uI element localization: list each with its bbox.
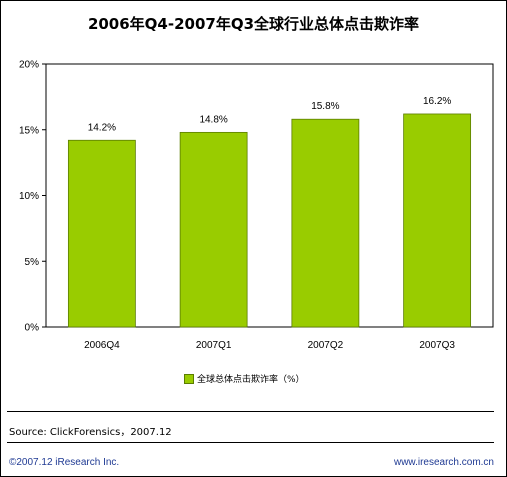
data-label-2007Q1: 14.8% xyxy=(199,114,227,125)
data-label-2006Q4: 14.2% xyxy=(88,122,116,133)
legend-swatch xyxy=(184,373,194,384)
y-tick-label: 15% xyxy=(19,125,39,136)
website-link[interactable]: www.iresearch.com.cn xyxy=(393,457,494,468)
bar-2007Q2 xyxy=(291,118,360,328)
copyright-text: ©2007.12 iResearch Inc. xyxy=(9,457,120,468)
x-tick-label: 2006Q4 xyxy=(84,340,120,351)
data-label-2007Q2: 15.8% xyxy=(311,101,339,112)
divider-top xyxy=(7,411,494,412)
divider-bottom xyxy=(7,442,494,443)
data-label-2007Q3: 16.2% xyxy=(423,96,451,107)
y-axis-ticks: 0% 5% 10% 15% 20% xyxy=(19,60,46,334)
bar-2006Q4 xyxy=(67,139,136,328)
chart-title: 2006年Q4-2007年Q3全球行业总体点击欺诈率 xyxy=(87,15,420,33)
x-tick-label: 2007Q1 xyxy=(196,340,232,351)
y-tick-label: 10% xyxy=(19,191,39,202)
x-axis-labels: 2006Q4 2007Q1 2007Q2 2007Q3 xyxy=(84,340,455,351)
bar-2007Q1 xyxy=(179,131,248,328)
x-tick-label: 2007Q2 xyxy=(308,340,344,351)
legend-label: 全球总体点击欺诈率（%） xyxy=(197,375,305,385)
bar-2007Q3 xyxy=(403,113,472,328)
bars: 14.2% 14.8% 15.8% 16.2% xyxy=(67,96,472,328)
source-note: Source: ClickForensics，2007.12 xyxy=(9,427,172,438)
x-tick-label: 2007Q3 xyxy=(419,340,455,351)
legend: 全球总体点击欺诈率（%） xyxy=(184,372,305,385)
y-tick-label: 5% xyxy=(25,257,40,268)
bar-chart: 0% 5% 10% 15% 20% 14.2% 14.8% 15.8% 16.2% 2006Q… xyxy=(19,60,494,351)
y-tick-label: 0% xyxy=(25,323,40,334)
y-tick-label: 20% xyxy=(19,60,39,71)
